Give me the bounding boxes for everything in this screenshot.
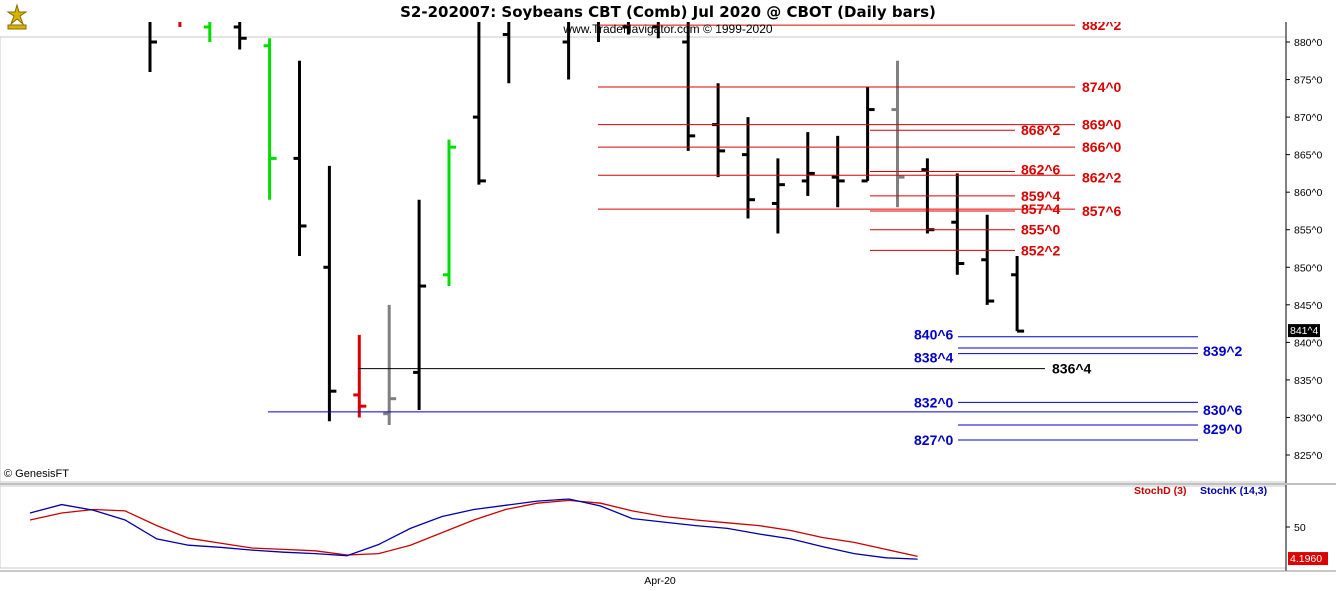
level-label: 832^0 bbox=[914, 394, 954, 410]
y-tick-label: 830^0 bbox=[1294, 412, 1322, 424]
last-price-label: 841^4 bbox=[1290, 325, 1318, 337]
ohlc-bar[interactable] bbox=[861, 87, 875, 183]
level-label: 852^2 bbox=[1021, 242, 1061, 258]
level-label: 882^2 bbox=[1082, 22, 1122, 33]
ohlc-bar[interactable] bbox=[233, 22, 247, 50]
ohlc-bar[interactable] bbox=[502, 22, 516, 84]
legend-stoch-k: StochK (14,3) bbox=[1200, 485, 1267, 497]
level-label: 836^4 bbox=[1052, 361, 1092, 377]
level-label: 840^6 bbox=[914, 327, 954, 343]
ohlc-bar[interactable] bbox=[771, 158, 785, 234]
ohlc-bar[interactable] bbox=[383, 304, 397, 425]
stoch-k-line bbox=[29, 498, 918, 560]
ohlc-bar[interactable] bbox=[144, 22, 157, 73]
website-credit: www.TradeNavigator.com © 1999-2020 bbox=[562, 22, 772, 36]
level-label: 862^2 bbox=[1082, 169, 1122, 185]
price-panel: 825^0 830^0 835^0 840^0 845^0 850^0 855^0 860^0… bbox=[0, 22, 1322, 483]
genesis-copyright: © GenesisFT bbox=[4, 468, 69, 480]
y-tick-label: 845^0 bbox=[1294, 300, 1322, 312]
ohlc-bar[interactable] bbox=[593, 22, 606, 42]
legend-stoch-d: StochD (3) bbox=[1134, 485, 1187, 497]
ohlc-bar[interactable] bbox=[472, 22, 486, 185]
ohlc-bar[interactable] bbox=[891, 60, 905, 208]
level-label: 874^0 bbox=[1082, 79, 1122, 95]
level-label: 838^4 bbox=[914, 350, 954, 366]
ohlc-bar[interactable] bbox=[562, 22, 576, 80]
ohlc-bar[interactable] bbox=[174, 22, 187, 27]
y-tick-label: 825^0 bbox=[1294, 450, 1322, 462]
level-label: 830^6 bbox=[1203, 402, 1243, 418]
level-label: 862^6 bbox=[1021, 162, 1061, 178]
y-tick-label: 870^0 bbox=[1294, 112, 1322, 124]
ohlc-bar[interactable] bbox=[652, 22, 665, 39]
stochastic-panel: 50 StochD (3) StochK (14,3) 4.1960 bbox=[0, 485, 1328, 569]
x-tick-label: Apr-20 bbox=[644, 575, 676, 587]
y-tick-label: 865^0 bbox=[1294, 150, 1322, 162]
stochastic-plot-frame bbox=[0, 485, 1287, 569]
ohlc-bar[interactable] bbox=[1011, 256, 1025, 333]
level-label: 829^0 bbox=[1203, 421, 1243, 437]
ohlc-bar[interactable] bbox=[353, 334, 367, 418]
level-label: 859^4 bbox=[1021, 188, 1061, 204]
chart-area[interactable]: 825^0 830^0 835^0 840^0 845^0 850^0 855^0 860^0… bbox=[0, 22, 1336, 591]
ohlc-bar[interactable] bbox=[951, 173, 965, 275]
stoch-last-value-label: 4.1960 bbox=[1290, 553, 1322, 565]
ohlc-bar[interactable] bbox=[413, 199, 427, 410]
stoch-d-line bbox=[29, 499, 918, 558]
y-tick-label: 855^0 bbox=[1294, 225, 1322, 237]
y-tick-label: 835^0 bbox=[1294, 375, 1322, 387]
y-tick-label: 875^0 bbox=[1294, 75, 1322, 87]
stoch-last-value-marker bbox=[1288, 552, 1328, 566]
y-tick-label: 860^0 bbox=[1294, 187, 1322, 199]
ohlc-bar[interactable] bbox=[801, 132, 815, 196]
trade-navigator-logo-icon bbox=[6, 3, 28, 30]
level-label: 855^0 bbox=[1021, 222, 1061, 238]
ohlc-bar[interactable] bbox=[263, 38, 277, 200]
level-label: 839^2 bbox=[1203, 343, 1243, 359]
ohlc-bar[interactable] bbox=[622, 22, 635, 35]
level-label: 869^0 bbox=[1082, 117, 1122, 133]
last-price-marker bbox=[1288, 324, 1320, 338]
level-label: 866^0 bbox=[1082, 139, 1122, 155]
level-label: 857^6 bbox=[1082, 203, 1122, 219]
ohlc-bar[interactable] bbox=[831, 135, 845, 208]
ohlc-bar[interactable] bbox=[443, 139, 456, 287]
chart-title: S2-202007: Soybeans CBT (Comb) Jul 2020 … bbox=[400, 3, 936, 21]
ohlc-bar[interactable] bbox=[682, 22, 696, 151]
ohlc-bar[interactable] bbox=[203, 22, 217, 42]
level-label: 827^0 bbox=[914, 432, 954, 448]
ohlc-bar[interactable] bbox=[742, 117, 755, 219]
y-tick-label: 840^0 bbox=[1294, 337, 1322, 349]
price-plot-frame bbox=[0, 36, 1287, 483]
y-tick-label: 850^0 bbox=[1294, 262, 1322, 274]
level-label: 868^2 bbox=[1021, 122, 1061, 138]
ohlc-bar[interactable] bbox=[293, 60, 307, 257]
stoch-y-tick-label: 50 bbox=[1294, 522, 1306, 534]
y-tick-label: 880^0 bbox=[1294, 37, 1322, 49]
ohlc-bar[interactable] bbox=[323, 165, 337, 422]
title-bar: S2-202007: Soybeans CBT (Comb) Jul 2020 … bbox=[0, 0, 1336, 30]
